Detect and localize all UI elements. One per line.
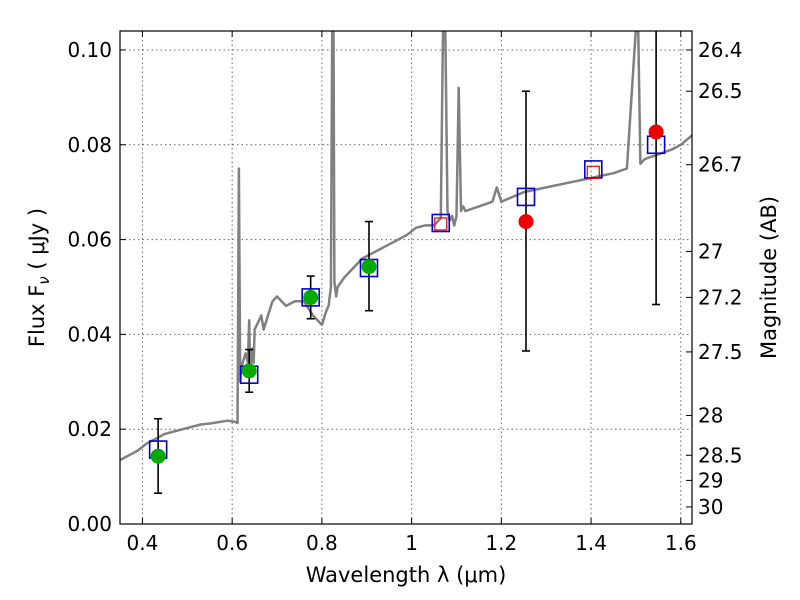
y2-tick-label: 28.5 (698, 443, 743, 467)
y2-tick-label: 27.5 (698, 340, 743, 364)
x-tick-label: 1.2 (485, 531, 517, 555)
x-tick-label: 1.4 (575, 531, 607, 555)
detection-point (303, 289, 319, 305)
y2-axis-label: Magnitude (AB) (757, 196, 781, 359)
model-spectrum-line (120, 31, 692, 462)
y2-tick-label: 28 (698, 403, 723, 427)
y2-tick-label: 27 (698, 239, 723, 263)
non-detection-square (586, 165, 600, 179)
x-axis-label: Wavelength λ (μm) (306, 563, 507, 587)
model-photometry-square (301, 288, 320, 307)
y-tick-label: 0.04 (67, 322, 112, 346)
axis-ticks: 0.4 0.6 0.8 1 1.2 1.4 1.6 0.00 0.02 0.04 0.06 0.08 0… (67, 31, 743, 555)
grid (120, 31, 692, 525)
x-tick-label: 0.8 (306, 531, 338, 555)
detection-point (361, 259, 377, 275)
y-tick-label: 0.06 (67, 228, 112, 252)
y-axis-label: Flux Fν ( μJy ) (25, 208, 53, 347)
non-detection-square (434, 217, 448, 231)
y-axis-label-unit: ( μJy ) (25, 208, 49, 276)
y2-tick-label: 29 (698, 468, 723, 492)
errorbar-layer (154, 31, 661, 494)
detection-point (150, 448, 166, 464)
upper-limit-point (518, 214, 534, 230)
x-tick-label: 1.6 (665, 531, 697, 555)
y2-tick-label: 26.5 (698, 79, 743, 103)
y-axis-label-main: Flux F (25, 285, 49, 347)
y-tick-label: 0.00 (67, 512, 112, 536)
upper-limit-point (648, 124, 664, 140)
y-tick-label: 0.08 (67, 133, 112, 157)
model-spectrum-layer (120, 31, 692, 462)
x-tick-label: 0.6 (216, 531, 248, 555)
marker-layer (148, 124, 666, 464)
y2-tick-label: 30 (698, 495, 723, 519)
y-axis-label-subscript: ν (35, 276, 53, 284)
model-photometry-square (516, 187, 536, 207)
x-tick-label: 1 (405, 531, 418, 555)
model-photometry-square (431, 213, 451, 233)
y2-tick-label: 27.2 (698, 285, 743, 309)
y-tick-label: 0.10 (67, 38, 112, 62)
detection-point (241, 363, 257, 379)
y-tick-label: 0.02 (67, 417, 112, 441)
x-tick-label: 0.4 (127, 531, 159, 555)
plot-frame (119, 30, 693, 525)
y2-tick-label: 26.4 (698, 38, 743, 62)
y2-tick-label: 26.7 (698, 153, 743, 177)
